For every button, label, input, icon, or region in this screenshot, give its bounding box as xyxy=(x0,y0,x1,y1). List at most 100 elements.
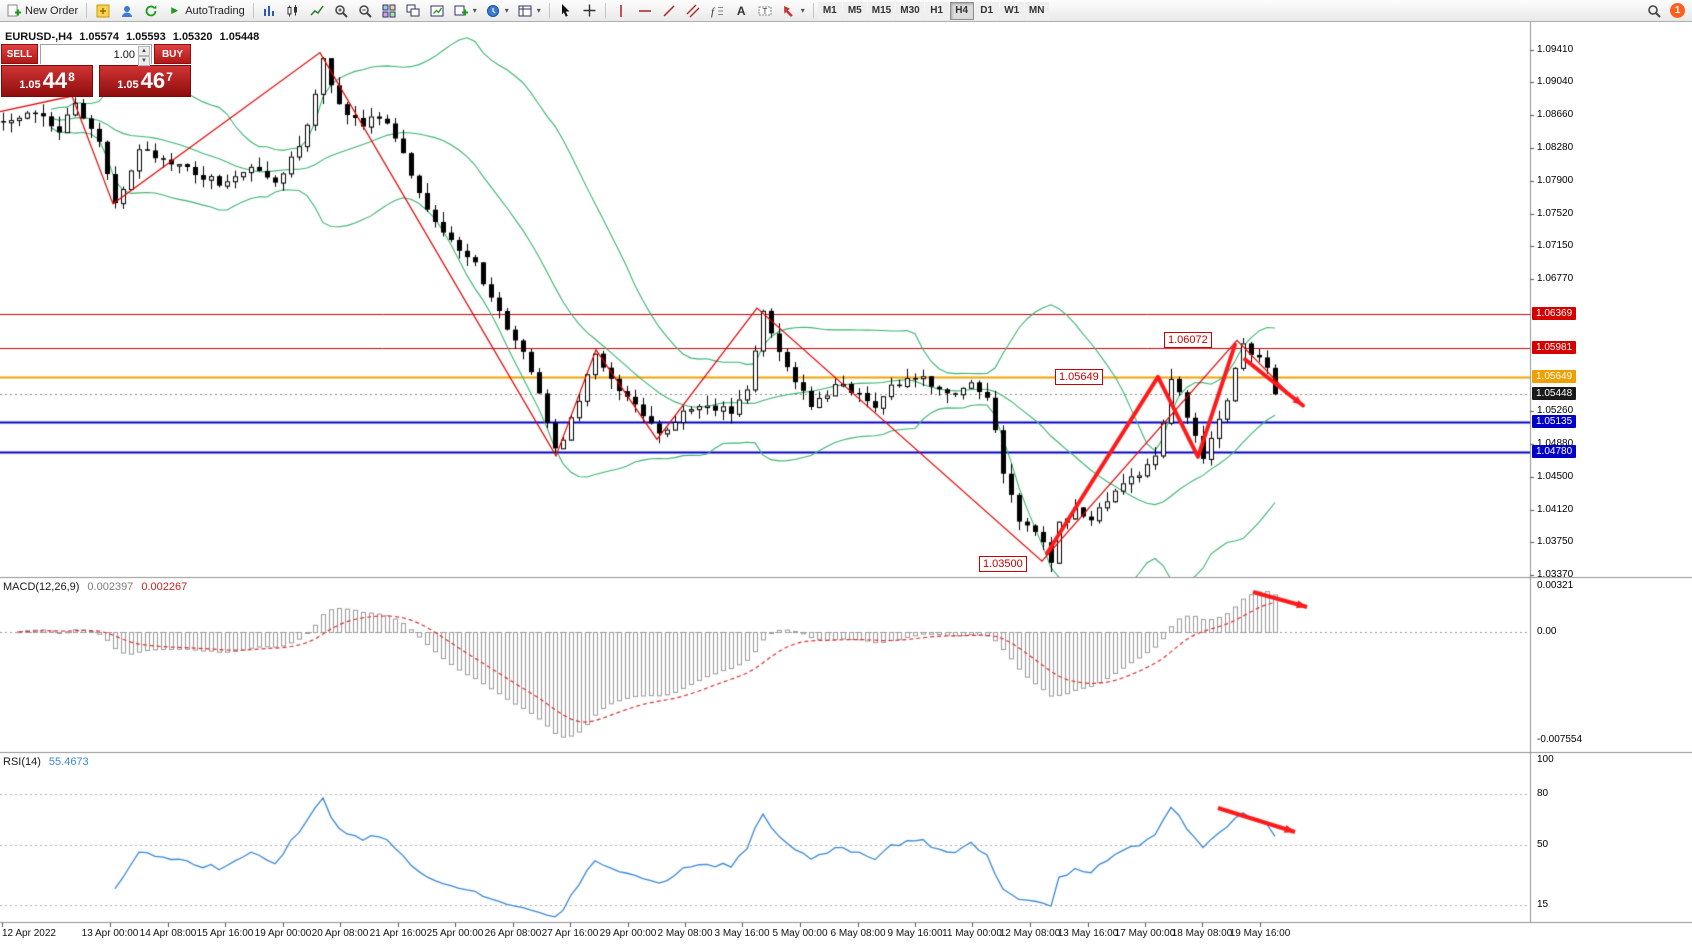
time-axis-label[interactable]: 13 Apr 00:00 xyxy=(81,928,139,939)
time-axis-label[interactable]: 25 Apr 00:00 xyxy=(426,928,484,939)
time-axis-label[interactable]: 21 Apr 16:00 xyxy=(369,928,427,939)
macd-signal-value: 0.002267 xyxy=(141,581,188,593)
price-axis-badge[interactable]: 1.05448 xyxy=(1532,387,1577,401)
arrange-windows-button[interactable] xyxy=(426,1,449,21)
search-button[interactable] xyxy=(1642,1,1665,21)
price-axis-tick: 1.08660 xyxy=(1537,109,1574,121)
price-note-label[interactable]: 1.06072 xyxy=(1164,332,1212,348)
price-axis-badge[interactable]: 1.06369 xyxy=(1532,307,1577,321)
toolbar-separator xyxy=(252,3,254,18)
time-axis-label[interactable]: 11 May 00:00 xyxy=(942,928,1002,939)
timeframe-h1[interactable]: H1 xyxy=(924,1,949,20)
buy-price-big: 46 xyxy=(140,68,166,93)
new-chart-dropdown[interactable]: ▾ xyxy=(450,1,481,21)
chevron-down-icon: ▾ xyxy=(536,6,541,15)
time-axis-label[interactable]: 3 May 16:00 xyxy=(714,928,770,939)
cascade-windows-button[interactable] xyxy=(402,1,425,21)
price-chart-canvas[interactable] xyxy=(0,22,1692,945)
new-order-button[interactable]: New Order xyxy=(3,1,82,21)
timeframe-m15[interactable]: M15 xyxy=(867,1,896,20)
toolbar-separator xyxy=(604,3,606,18)
cursor-button[interactable] xyxy=(554,1,577,21)
sell-quote-button[interactable]: 1.05 44 8 xyxy=(1,65,93,97)
time-axis-label[interactable]: 19 Apr 00:00 xyxy=(254,928,312,939)
horizontal-line-tool[interactable] xyxy=(634,1,657,21)
support-button[interactable] xyxy=(115,1,138,21)
trendline-tool[interactable] xyxy=(658,1,681,21)
text-tool[interactable]: A xyxy=(730,1,753,21)
volume-up-button[interactable]: ▲ xyxy=(138,46,150,56)
symbol-period-label: EURUSD-,H4 xyxy=(5,31,73,43)
templates-dropdown[interactable]: ▾ xyxy=(514,1,545,21)
channel-icon xyxy=(686,3,701,18)
autotrading-button[interactable]: ▶ AutoTrading xyxy=(163,1,249,21)
time-axis-label[interactable]: 17 May 00:00 xyxy=(1114,928,1176,939)
macd-axis-label: -0.007554 xyxy=(1537,734,1583,746)
time-axis-label[interactable]: 20 Apr 08:00 xyxy=(311,928,369,939)
time-axis-label[interactable]: 15 Apr 16:00 xyxy=(196,928,254,939)
crosshair-button[interactable] xyxy=(578,1,601,21)
price-note-label[interactable]: 1.03500 xyxy=(979,556,1027,572)
macd-indicator-label: MACD(12,26,9) 0.002397 0.002267 xyxy=(3,581,187,593)
time-axis-label[interactable]: 12 Apr 2022 xyxy=(2,928,56,939)
volume-input[interactable] xyxy=(41,46,151,64)
metaeditor-button[interactable] xyxy=(91,1,114,21)
timeframe-m30[interactable]: M30 xyxy=(896,1,924,20)
main-toolbar: New Order ▶ AutoTrading xyxy=(0,0,1692,22)
price-note-label[interactable]: 1.05649 xyxy=(1055,369,1103,385)
zoom-out-button[interactable] xyxy=(354,1,377,21)
bar-chart-button[interactable] xyxy=(258,1,281,21)
fibonacci-tool[interactable]: f xyxy=(706,1,729,21)
time-axis-label[interactable]: 19 May 16:00 xyxy=(1229,928,1291,939)
low-value: 1.05320 xyxy=(172,31,213,43)
channel-tool[interactable] xyxy=(682,1,705,21)
line-chart-icon xyxy=(310,3,325,18)
one-click-trading-panel: SELL ▲ ▼ BUY 1.05 44 8 1.05 46 7 xyxy=(1,44,191,97)
macd-name: MACD(12,26,9) xyxy=(3,581,80,593)
timeframe-d1[interactable]: D1 xyxy=(974,1,999,20)
timeframe-m1[interactable]: M1 xyxy=(817,1,842,20)
buy-small-button[interactable]: BUY xyxy=(154,44,191,64)
tile-windows-button[interactable] xyxy=(378,1,401,21)
price-axis-badge[interactable]: 1.05135 xyxy=(1532,414,1577,428)
price-axis-tick: 1.07900 xyxy=(1537,175,1574,187)
time-axis-label[interactable]: 27 Apr 16:00 xyxy=(541,928,599,939)
toolbar-separator xyxy=(812,3,814,18)
time-axis-label[interactable]: 2 May 08:00 xyxy=(657,928,713,939)
time-axis-label[interactable]: 18 May 08:00 xyxy=(1171,928,1233,939)
text-label-tool[interactable]: T xyxy=(754,1,777,21)
sell-small-button[interactable]: SELL xyxy=(1,44,38,64)
timeframe-h4[interactable]: H4 xyxy=(949,1,974,20)
candlestick-chart-button[interactable] xyxy=(282,1,305,21)
time-axis-label[interactable]: 13 May 16:00 xyxy=(1057,928,1119,939)
buy-quote-button[interactable]: 1.05 46 7 xyxy=(99,65,191,97)
profiles-dropdown[interactable]: ▾ xyxy=(482,1,513,21)
refresh-button[interactable] xyxy=(139,1,162,21)
price-axis-badge[interactable]: 1.05649 xyxy=(1532,369,1577,383)
price-axis-tick: 1.03370 xyxy=(1537,569,1574,580)
time-axis-label[interactable]: 6 May 08:00 xyxy=(830,928,886,939)
price-axis-badge[interactable]: 1.05981 xyxy=(1532,341,1577,355)
time-axis-label[interactable]: 29 Apr 00:00 xyxy=(599,928,657,939)
line-chart-button[interactable] xyxy=(306,1,329,21)
time-axis-label[interactable]: 26 Apr 08:00 xyxy=(484,928,542,939)
metaeditor-icon xyxy=(95,3,110,18)
price-axis-badge[interactable]: 1.04780 xyxy=(1532,445,1577,459)
rsi-axis-label: 50 xyxy=(1537,839,1549,851)
rsi-axis-label: 80 xyxy=(1537,788,1549,800)
vertical-line-tool[interactable] xyxy=(610,1,633,21)
price-axis-tick: 1.04880 xyxy=(1537,437,1574,449)
time-axis-label[interactable]: 9 May 16:00 xyxy=(887,928,943,939)
cascade-windows-icon xyxy=(406,3,421,18)
tile-windows-icon xyxy=(382,3,397,18)
volume-down-button[interactable]: ▼ xyxy=(138,56,150,66)
time-axis-label[interactable]: 12 May 08:00 xyxy=(999,928,1061,939)
time-axis-label[interactable]: 14 Apr 08:00 xyxy=(139,928,197,939)
timeframe-m5[interactable]: M5 xyxy=(842,1,867,20)
timeframe-mn[interactable]: MN xyxy=(1024,1,1049,20)
notification-badge[interactable]: 1 xyxy=(1670,3,1685,18)
shapes-dropdown[interactable]: ▾ xyxy=(778,1,809,21)
time-axis-label[interactable]: 5 May 00:00 xyxy=(772,928,828,939)
timeframe-w1[interactable]: W1 xyxy=(999,1,1024,20)
zoom-in-button[interactable] xyxy=(330,1,353,21)
